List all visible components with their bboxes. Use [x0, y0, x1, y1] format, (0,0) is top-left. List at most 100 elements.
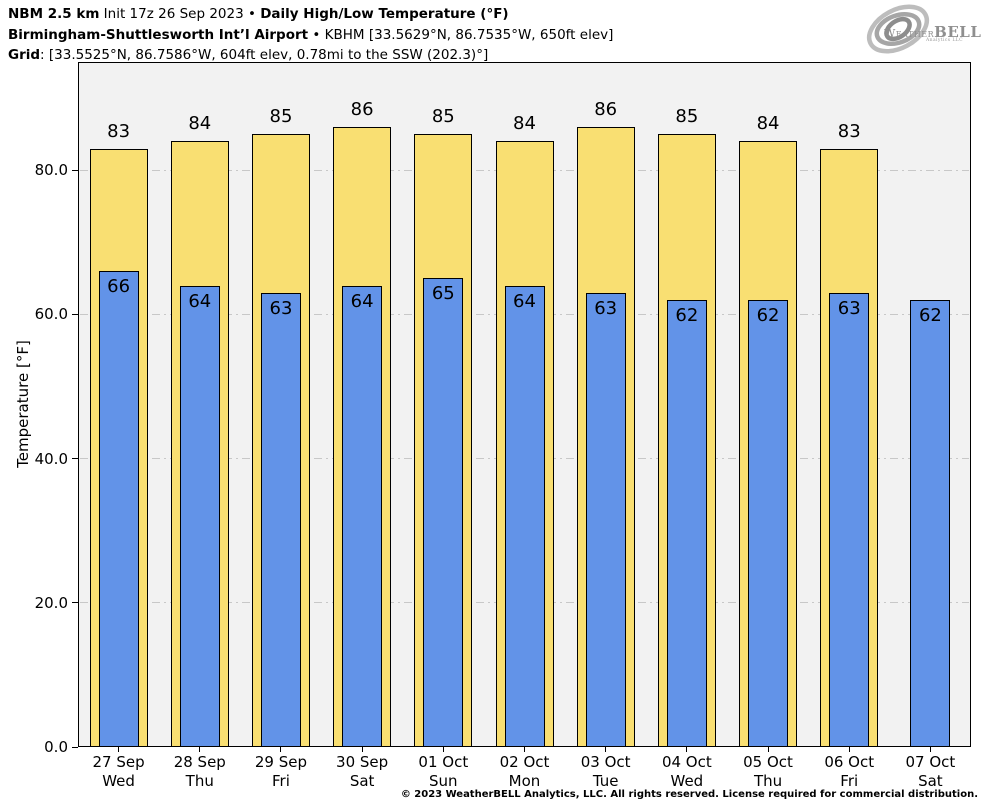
- x-label-day: Wed: [670, 772, 704, 790]
- x-label-2: 29 Sep Fri: [236, 753, 326, 791]
- x-label-day: Thu: [185, 772, 214, 790]
- logo-bell-text: BELL: [934, 23, 982, 41]
- x-label-day: Fri: [840, 772, 859, 790]
- logo-weather-text: Weather: [884, 27, 935, 40]
- title-line-2: Birmingham-Shuttlesworth Int’l Airport •…: [8, 25, 613, 46]
- x-label-day: Sat: [349, 772, 375, 790]
- x-label-date: 29 Sep: [254, 753, 308, 771]
- x-tick-2: [280, 747, 282, 752]
- low-value-label-10: 62: [918, 304, 942, 326]
- y-tick-label-20: 20.0: [34, 593, 68, 612]
- low-bar-8: [748, 299, 789, 747]
- low-bar-0: [98, 271, 139, 747]
- x-label-3: 30 Sep Sat: [317, 753, 407, 791]
- y-tick-20: [72, 602, 78, 604]
- low-value-label-4: 65: [431, 283, 455, 305]
- high-value-label-4: 85: [431, 106, 455, 128]
- low-value-label-1: 64: [188, 290, 212, 312]
- y-tick-60: [72, 313, 78, 315]
- low-bar-6: [585, 292, 626, 747]
- x-label-0: 27 Sep Wed: [74, 753, 164, 791]
- x-label-10: 07 Oct Sat: [885, 753, 975, 791]
- low-value-label-3: 64: [350, 290, 374, 312]
- chart-title: Daily High/Low Temperature (°F): [260, 6, 509, 22]
- x-label-6: 03 Oct Tue: [561, 753, 651, 791]
- x-tick-4: [442, 747, 444, 752]
- x-label-date: 05 Oct: [743, 753, 793, 771]
- low-value-label-2: 63: [269, 297, 293, 319]
- x-label-date: 27 Sep: [92, 753, 145, 771]
- high-value-label-0: 83: [107, 120, 131, 142]
- logo-subtext: Analytics LLC: [926, 38, 963, 43]
- init-time: Init 17z 26 Sep 2023 •: [99, 6, 261, 22]
- x-tick-10: [929, 747, 931, 752]
- x-label-date: 03 Oct: [580, 753, 631, 771]
- x-label-date: 04 Oct: [661, 753, 712, 771]
- x-label-date: 06 Oct: [824, 753, 875, 771]
- title-line-1: NBM 2.5 km Init 17z 26 Sep 2023 • Daily …: [8, 4, 613, 25]
- x-label-date: 01 Oct: [418, 753, 469, 771]
- x-label-day: Sat: [918, 772, 943, 790]
- x-tick-0: [118, 747, 120, 752]
- x-label-9: 06 Oct Fri: [804, 753, 894, 791]
- low-value-label-8: 62: [756, 304, 780, 326]
- hurricane-swirl-icon: [866, 4, 930, 54]
- high-value-label-7: 85: [675, 106, 699, 128]
- x-label-day: Thu: [753, 772, 783, 790]
- y-tick-label-40: 40.0: [34, 449, 68, 468]
- title-line-3: Grid: [33.5525°N, 86.7586°W, 604ft elev,…: [8, 45, 613, 66]
- x-label-8: 05 Oct Thu: [723, 753, 813, 791]
- x-label-date: 28 Sep: [173, 753, 226, 771]
- low-bar-1: [179, 285, 220, 747]
- x-label-7: 04 Oct Wed: [642, 753, 732, 791]
- x-tick-7: [686, 747, 688, 752]
- x-tick-9: [848, 747, 850, 752]
- x-tick-5: [524, 747, 525, 752]
- y-tick-40: [72, 458, 78, 460]
- y-tick-label-60: 60.0: [34, 305, 68, 324]
- high-value-label-5: 84: [513, 113, 536, 135]
- grid-label: Grid: [8, 47, 41, 63]
- low-bar-5: [504, 285, 545, 747]
- weatherbell-logo: WeatherBELL Analytics LLC: [862, 2, 981, 56]
- station-name: Birmingham-Shuttlesworth Int’l Airport: [8, 26, 309, 43]
- station-meta: • KBHM [33.5629°N, 86.7535°W, 650ft elev…: [308, 26, 614, 43]
- x-tick-6: [605, 747, 607, 752]
- y-axis-title: Temperature [°F]: [14, 340, 32, 468]
- model-name: NBM 2.5 km: [8, 6, 100, 22]
- y-tick-label-0: 0.0: [44, 738, 68, 756]
- low-value-label-7: 62: [675, 304, 699, 326]
- low-bar-7: [666, 299, 707, 747]
- x-label-1: 28 Sep Thu: [155, 753, 245, 791]
- low-value-label-9: 63: [837, 297, 861, 319]
- high-value-label-1: 84: [188, 113, 212, 135]
- x-label-5: 02 Oct Mon: [480, 753, 570, 791]
- x-tick-3: [361, 747, 363, 752]
- low-value-label-6: 63: [594, 297, 618, 319]
- high-value-label-3: 86: [350, 98, 374, 120]
- grid-meta: : [33.5525°N, 86.7586°W, 604ft elev, 0.7…: [40, 47, 489, 63]
- x-tick-8: [767, 747, 769, 752]
- x-label-date: 02 Oct: [499, 753, 550, 771]
- x-tick-1: [199, 747, 201, 752]
- chart-header: NBM 2.5 km Init 17z 26 Sep 2023 • Daily …: [8, 4, 613, 66]
- low-bar-2: [260, 292, 301, 747]
- x-label-day: Sun: [429, 772, 458, 790]
- x-label-day: Fri: [272, 772, 290, 790]
- low-value-label-0: 66: [107, 276, 131, 298]
- x-label-day: Tue: [592, 772, 619, 790]
- low-bar-3: [342, 285, 383, 747]
- x-label-day: Wed: [102, 772, 135, 790]
- x-label-4: 01 Oct Sun: [398, 753, 488, 791]
- y-tick-0: [72, 746, 78, 748]
- x-label-date: 07 Oct: [905, 753, 956, 771]
- low-value-label-5: 64: [513, 290, 536, 312]
- high-value-label-8: 84: [756, 113, 780, 135]
- low-bar-9: [829, 292, 870, 747]
- x-label-day: Mon: [508, 772, 541, 790]
- y-tick-label-80: 80.0: [34, 161, 68, 180]
- high-value-label-9: 83: [837, 120, 861, 142]
- high-value-label-2: 85: [269, 106, 293, 128]
- logo-wordmark: WeatherBELL: [884, 22, 981, 41]
